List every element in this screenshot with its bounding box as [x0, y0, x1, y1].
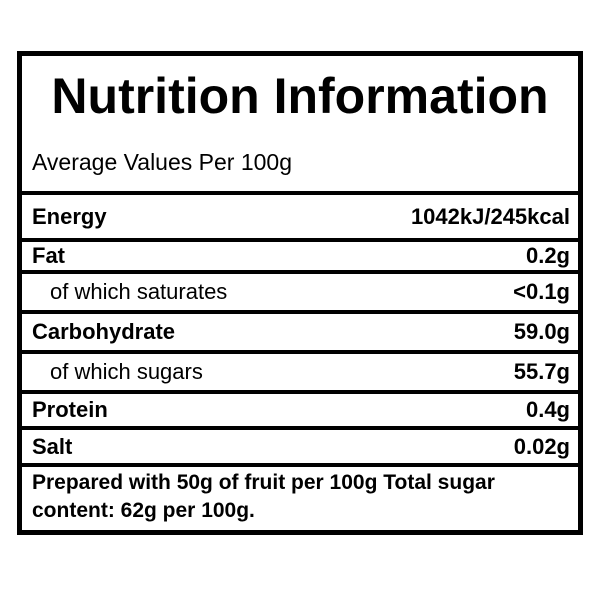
nutrient-label: Fat — [32, 243, 65, 268]
label-subtitle: Average Values Per 100g — [32, 149, 292, 175]
nutrient-label: Energy — [32, 203, 107, 229]
nutrient-value: 55.7g — [513, 359, 570, 384]
divider — [22, 426, 578, 430]
nutrient-row-carbohydrate: Carbohydrate 59.0g — [22, 314, 578, 350]
label-title: Nutrition Information — [51, 68, 549, 124]
nutrient-value: 0.4g — [525, 397, 570, 422]
nutrient-row-energy: Energy 1042kJ/245kcal — [22, 195, 578, 238]
divider — [22, 390, 578, 394]
nutrient-row-salt: Salt 0.02g — [22, 430, 578, 463]
footer-note: Prepared with 50g of fruit per 100g Tota… — [32, 471, 495, 522]
nutrient-value: 0.02g — [513, 433, 570, 459]
nutrient-row-saturates: of which saturates <0.1g — [22, 274, 578, 310]
nutrient-label: Protein — [32, 397, 108, 422]
nutrient-label: of which saturates — [50, 279, 228, 304]
nutrient-label: of which sugars — [50, 359, 203, 384]
nutrient-label: Salt — [32, 433, 73, 459]
divider — [22, 238, 578, 242]
nutrient-row-sugars: of which sugars 55.7g — [22, 354, 578, 390]
nutrient-value: 59.0g — [513, 319, 570, 344]
divider — [22, 350, 578, 354]
nutrient-label: Carbohydrate — [32, 319, 176, 344]
divider — [22, 310, 578, 314]
nutrient-row-fat: Fat 0.2g — [22, 242, 578, 270]
nutrient-value: <0.1g — [513, 279, 570, 304]
nutrient-value: 0.2g — [525, 243, 570, 268]
divider — [22, 191, 578, 195]
divider — [22, 270, 578, 274]
nutrient-row-protein: Protein 0.4g — [22, 394, 578, 426]
divider — [22, 463, 578, 467]
nutrition-label: Nutrition Information Average Values Per… — [17, 51, 583, 535]
nutrient-value: 1042kJ/245kcal — [410, 203, 570, 229]
